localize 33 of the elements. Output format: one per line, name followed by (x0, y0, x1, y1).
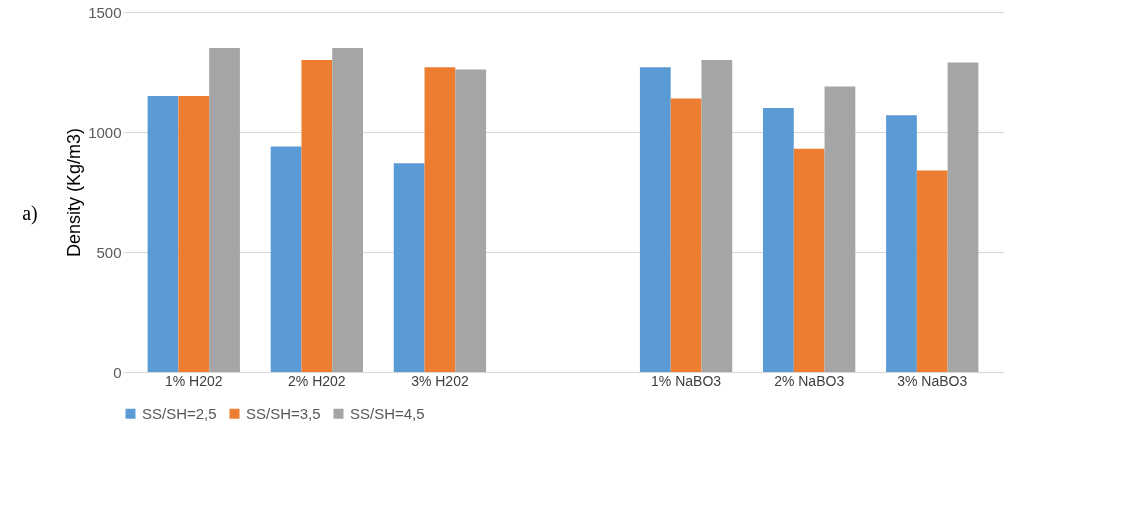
bar (947, 62, 979, 372)
y-tick-label: 0 (113, 363, 122, 381)
bar (824, 86, 856, 372)
bar (393, 163, 425, 372)
bar (886, 115, 917, 372)
x-tick-label: 1% H202 (164, 372, 223, 389)
bar (670, 98, 702, 372)
bar (332, 48, 363, 372)
bar (793, 148, 825, 372)
x-tick-label: 3% H202 (411, 372, 469, 389)
legend-label: SS/SH=3,5 (246, 404, 321, 422)
x-tick-label: 2% NaBO3 (774, 372, 845, 389)
y-axis-title: Density (Kg/m3) (64, 127, 85, 258)
text: a) (21, 202, 39, 225)
x-tick-label: 3% NaBO3 (897, 372, 968, 389)
bar (916, 170, 948, 372)
y-tick-label: 500 (96, 243, 122, 261)
legend-label: SS/SH=2,5 (142, 404, 217, 422)
x-tick-label: 2% H202 (288, 372, 346, 389)
bar (639, 67, 671, 372)
bar (178, 96, 210, 372)
bar (301, 60, 333, 372)
bar (424, 67, 456, 372)
legend-label: SS/SH=4,5 (350, 404, 425, 422)
bar (209, 48, 240, 372)
bar (147, 96, 179, 372)
y-tick-label: 1000 (88, 123, 122, 141)
bar (763, 108, 794, 372)
x-tick-label: 1% NaBO3 (651, 372, 722, 389)
bar (701, 60, 733, 372)
bar (270, 146, 302, 372)
bar (455, 69, 487, 372)
y-tick-label: 1500 (88, 3, 122, 21)
